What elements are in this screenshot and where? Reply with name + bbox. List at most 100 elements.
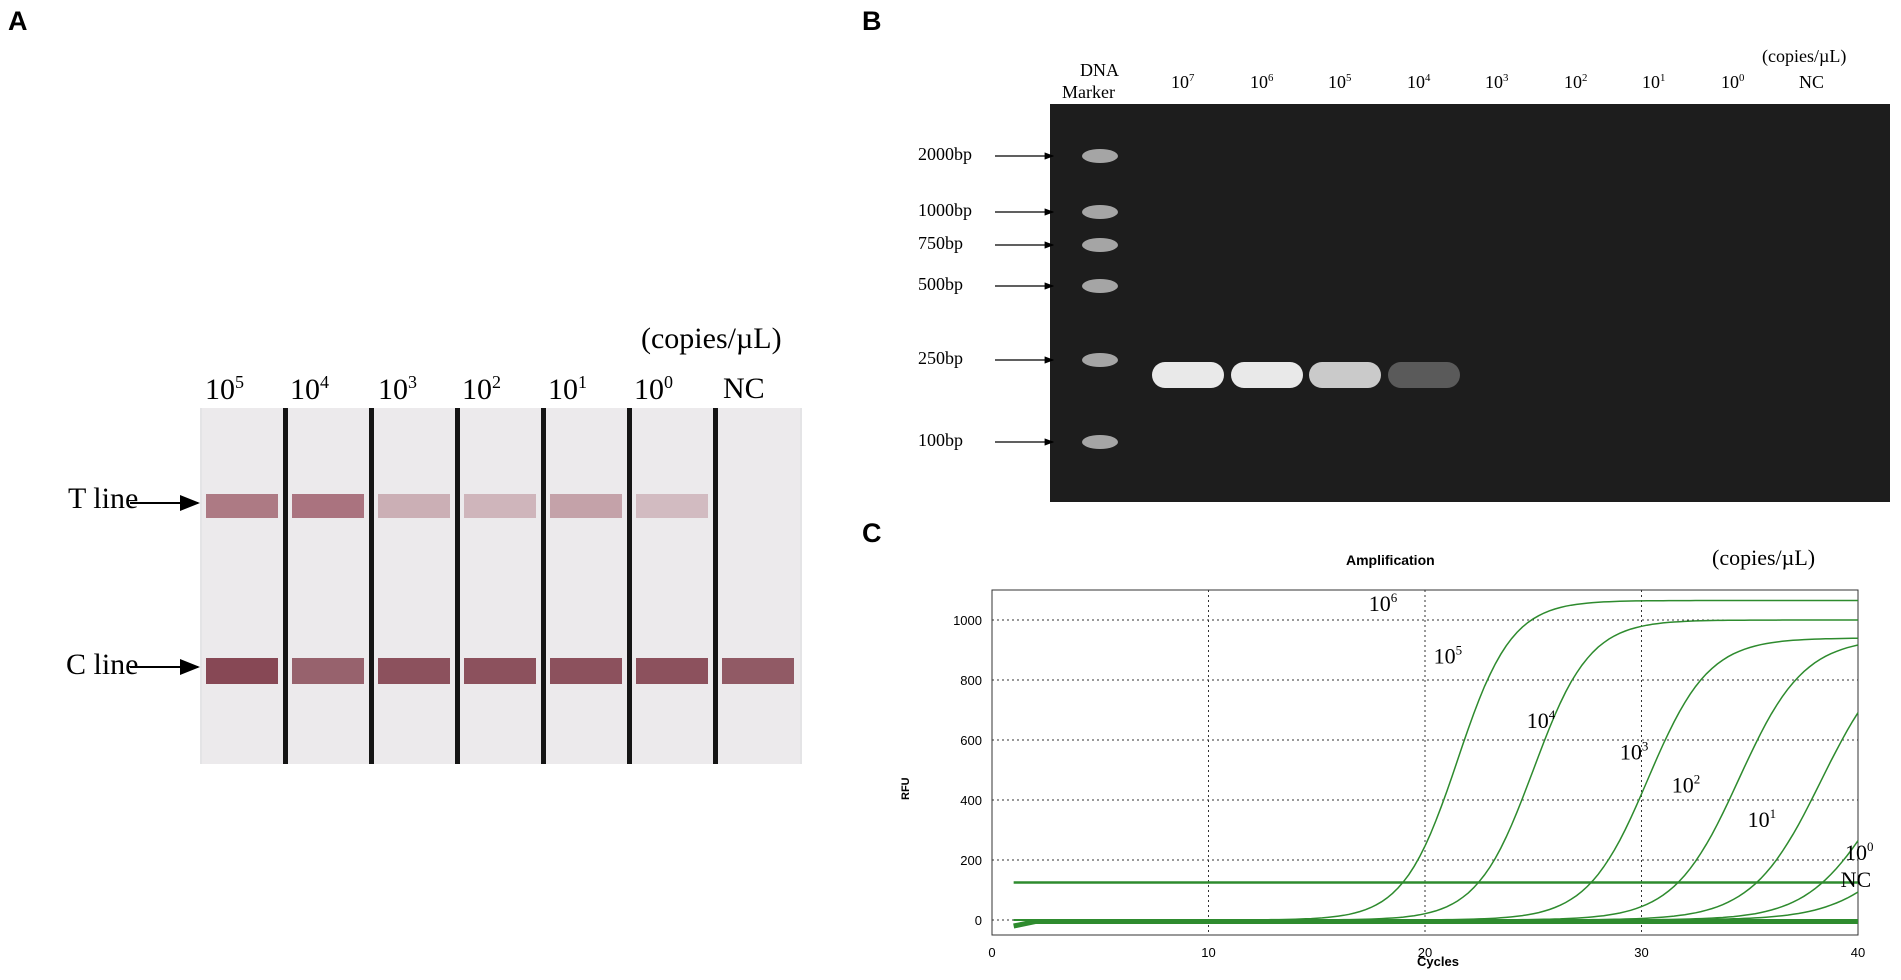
gel-lane-label-0: 107	[1171, 72, 1194, 93]
strip-divider	[627, 408, 632, 764]
chart-title: Amplification	[1346, 552, 1435, 568]
ladder-label-750: 750bp	[918, 233, 963, 253]
gel-lane-label-exponent: 5	[1346, 72, 1352, 84]
gel-lane-label-exponent: 1	[1660, 72, 1666, 84]
panel-a: (copies/µL) 105 104 103 102 101 100 NC T line …	[0, 0, 850, 980]
gel-lane-label-exponent: 2	[1582, 72, 1588, 84]
strip-lane-label-exponent: 2	[492, 372, 501, 392]
amplification-chart: 0 10 20 30 400200400600800100010610510410310…	[953, 589, 1874, 960]
t-line-label: T line	[68, 482, 139, 515]
panel-a-letter: A	[8, 6, 28, 36]
strip-lane-label-exponent: 4	[320, 372, 329, 392]
plot-area	[991, 589, 1859, 936]
sample-band	[1309, 362, 1381, 388]
y-tick-label: 800	[960, 673, 982, 688]
t-band	[636, 494, 708, 518]
strip-divider	[283, 408, 288, 764]
gel-lane-label-6: 101	[1642, 72, 1665, 93]
dna-marker-label-line1: DNA	[1080, 60, 1119, 80]
gel-lane-label-exponent: 7	[1189, 72, 1195, 84]
strip-lane-label-base: 10	[290, 373, 320, 406]
ladder-band	[1082, 279, 1118, 293]
series-label: 100	[1845, 839, 1874, 865]
gel-lane-label-3: 104	[1407, 72, 1430, 93]
dna-marker-label-line2: Marker	[1062, 82, 1115, 102]
series-label: 101	[1748, 806, 1777, 832]
strip-lane-label-exponent: 3	[408, 372, 417, 392]
panel-b: (copies/µL) DNA Marker 107 106 105 104 103 10…	[850, 0, 1901, 510]
strip-lane-label-base: 10	[548, 373, 578, 406]
gel-lane-label-7: 100	[1721, 72, 1744, 93]
gel-lane-label-8: NC	[1799, 72, 1824, 93]
c-band	[292, 658, 364, 684]
strip-4	[546, 408, 628, 764]
ladder-band	[1082, 353, 1118, 367]
y-tick-label: 400	[960, 793, 982, 808]
line-label-arrows	[130, 495, 200, 675]
ladder-label-250: 250bp	[918, 348, 963, 368]
x-tick-label: 20	[1418, 945, 1432, 960]
gel-lane-label-base: 10	[1485, 72, 1503, 92]
t-band	[550, 494, 622, 518]
strip-6	[718, 408, 800, 764]
strip-lane-label-2: 103	[378, 372, 417, 407]
gel-lane-label-base: 10	[1250, 72, 1268, 92]
strip-lane-label-base: 10	[462, 373, 492, 406]
ladder-label-2000: 2000bp	[918, 144, 972, 164]
strip-photo	[200, 408, 802, 764]
x-axis-label: Cycles	[1417, 954, 1459, 969]
t-band	[464, 494, 536, 518]
c-band	[464, 658, 536, 684]
gel-lane-label-base: NC	[1799, 72, 1825, 92]
sample-band	[1231, 362, 1303, 388]
strip-3	[460, 408, 542, 764]
gel-lane-label-base: 10	[1642, 72, 1660, 92]
strip-lane-label-exponent: 1	[578, 372, 587, 392]
gel-lane-label-base: 10	[1171, 72, 1189, 92]
gel-background	[1050, 104, 1890, 502]
x-tick-label: 40	[1851, 945, 1865, 960]
c-band	[722, 658, 794, 684]
baseline-cluster	[1013, 919, 1858, 929]
strip-divider	[541, 408, 546, 764]
y-tick-label: 1000	[953, 613, 982, 628]
series-label: 105	[1434, 643, 1463, 669]
strip-body	[718, 408, 800, 764]
strip-0	[202, 408, 284, 764]
strip-lane-label-1: 104	[290, 372, 329, 407]
y-tick-label: 600	[960, 733, 982, 748]
panel-b-unit-label: (copies/µL)	[1762, 46, 1847, 66]
series-label: NC	[1841, 867, 1872, 892]
ladder-band	[1082, 435, 1118, 449]
strip-body	[202, 408, 284, 764]
y-tick-label: 0	[975, 913, 982, 928]
gel-lane-label-exponent: 0	[1739, 72, 1745, 84]
t-band	[378, 494, 450, 518]
strip-lane-label-4: 101	[548, 372, 587, 407]
chart-unit-label: (copies/µL)	[1712, 545, 1816, 570]
series-label: 104	[1527, 707, 1556, 733]
c-band	[378, 658, 450, 684]
y-tick-label: 200	[960, 853, 982, 868]
ladder-arrows	[995, 152, 1055, 446]
strip-lane-label-base: 10	[634, 373, 664, 406]
gel-image	[1050, 104, 1890, 502]
panel-c-letter: C	[862, 518, 882, 548]
strip-lane-label-3: 102	[462, 372, 501, 407]
strip-divider	[713, 408, 718, 764]
strip-5	[632, 408, 714, 764]
ladder-band	[1082, 238, 1118, 252]
strip-1	[288, 408, 370, 764]
x-tick-label: 30	[1634, 945, 1648, 960]
t-band	[292, 494, 364, 518]
c-band	[550, 658, 622, 684]
series-label: 106	[1369, 590, 1398, 616]
strip-body	[546, 408, 628, 764]
gel-lane-label-4: 103	[1485, 72, 1508, 93]
strip-lane-label-6: NC	[723, 372, 765, 406]
ladder-label-100: 100bp	[918, 430, 963, 450]
gel-lane-label-base: 10	[1328, 72, 1346, 92]
sample-band	[1388, 362, 1460, 388]
strip-divider	[369, 408, 374, 764]
gel-lane-label-base: 10	[1564, 72, 1582, 92]
